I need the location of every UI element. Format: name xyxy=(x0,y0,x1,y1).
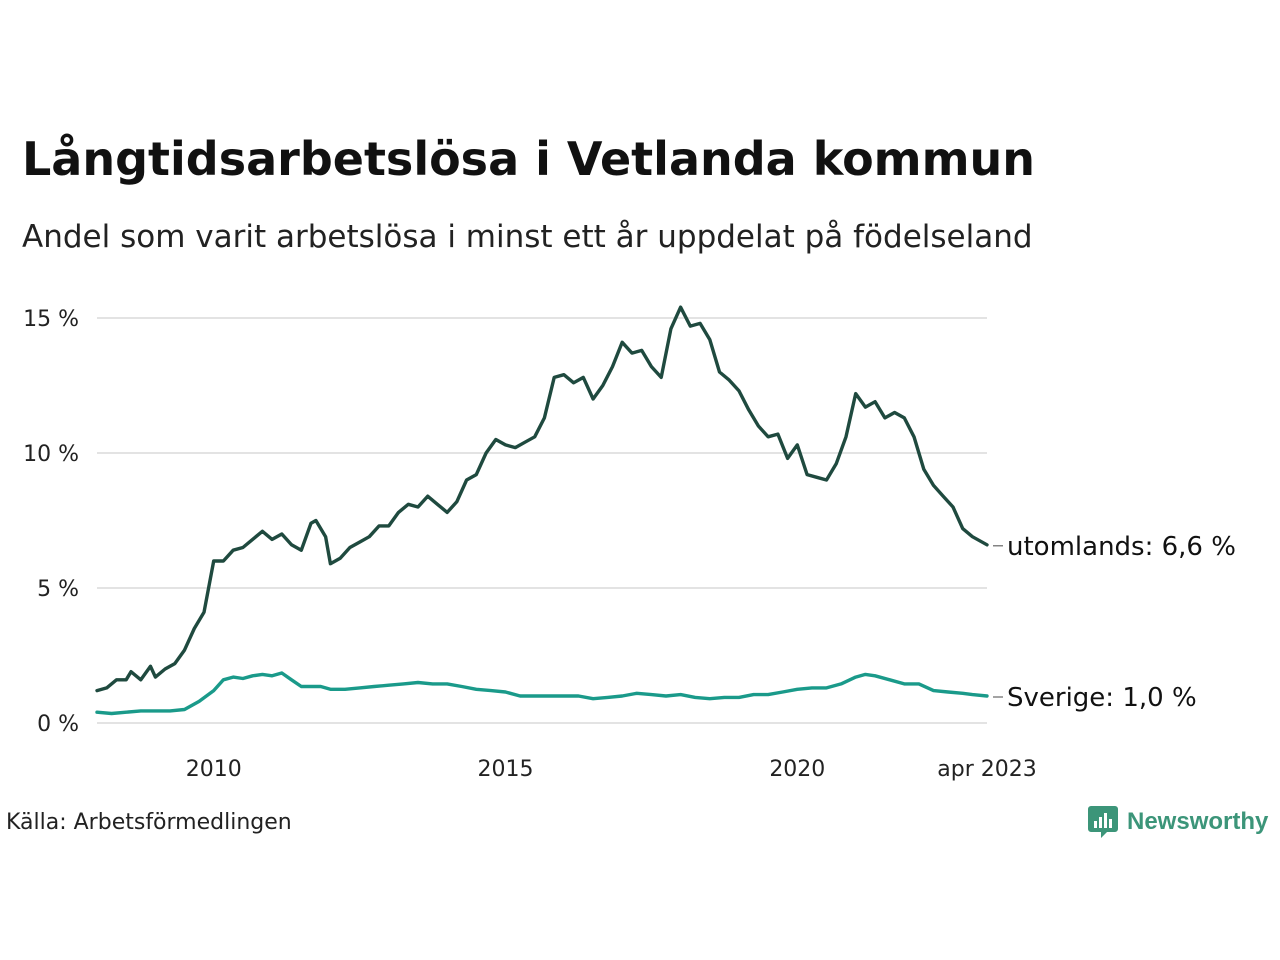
series-end-labels: utomlands: 6,6 % Sverige: 1,0 % xyxy=(993,532,1236,713)
source-note: Källa: Arbetsförmedlingen xyxy=(6,810,292,835)
gridlines xyxy=(97,317,987,724)
brand-logo: Newsworthy xyxy=(1087,804,1268,840)
newsworthy-icon xyxy=(1088,806,1118,838)
series-line-utomlands xyxy=(95,305,989,693)
x-tick-label: 2015 xyxy=(478,757,534,782)
y-tick-label: 15 % xyxy=(23,307,79,332)
end-label-sverige: Sverige: 1,0 % xyxy=(1007,683,1197,713)
y-tick-label: 5 % xyxy=(37,577,79,602)
x-axis-ticks: 2010 2015 2020 apr 2023 xyxy=(186,757,1037,782)
x-tick-label: 2010 xyxy=(186,757,242,782)
y-axis-ticks: 0 % 5 % 10 % 15 % xyxy=(23,307,79,737)
end-label-utomlands: utomlands: 6,6 % xyxy=(1007,532,1236,562)
brand-name: Newsworthy xyxy=(1127,808,1269,835)
series-lines xyxy=(95,305,989,716)
chart-subtitle: Andel som varit arbetslösa i minst ett å… xyxy=(22,219,1033,255)
y-tick-label: 10 % xyxy=(23,442,79,467)
y-tick-label: 0 % xyxy=(37,712,79,737)
x-tick-label: 2020 xyxy=(769,757,825,782)
series-line-sverige xyxy=(95,671,989,716)
x-tick-label: apr 2023 xyxy=(937,757,1036,782)
chart-title: Långtidsarbetslösa i Vetlanda kommun xyxy=(22,132,1036,186)
